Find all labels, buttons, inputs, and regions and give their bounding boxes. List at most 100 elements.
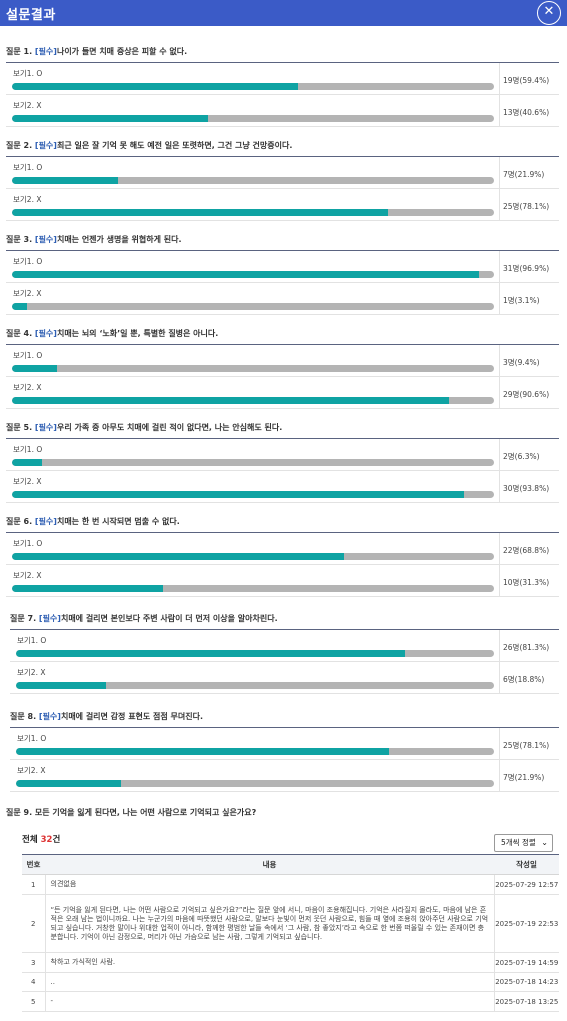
option-result: 25명(78.1%) — [503, 741, 550, 750]
question-number: 질문 6. — [6, 517, 35, 526]
option-label: 보기1. O — [13, 445, 43, 454]
option-result: 31명(96.9%) — [503, 264, 550, 273]
progress-fill — [12, 209, 389, 216]
option-row: 보기2. X 10명(31.3%) — [6, 565, 559, 597]
progress-fill — [16, 650, 405, 657]
column-divider — [499, 95, 500, 127]
question-title: 질문 1. [필수]나이가 들면 치매 증상은 피할 수 없다. — [6, 46, 187, 57]
progress-bar — [12, 115, 494, 122]
column-divider — [499, 251, 500, 283]
row-date: 2025-07-18 13:25 — [494, 991, 559, 1012]
progress-bar — [12, 459, 494, 466]
table-row: 1 의견없음 2025-07-29 12:57 — [22, 874, 559, 895]
question-number: 질문 3. — [6, 235, 35, 244]
option-label: 보기1. O — [13, 351, 43, 360]
question-title: 질문 3. [필수]치매는 언젠가 생명을 위협하게 된다. — [6, 234, 182, 245]
option-label: 보기2. X — [13, 101, 42, 110]
progress-bar — [16, 748, 494, 755]
option-row: 보기2. X 1명(3.1%) — [6, 283, 559, 315]
option-result: 10명(31.3%) — [503, 578, 550, 587]
option-result: 2명(6.3%) — [503, 452, 540, 461]
column-divider — [499, 283, 500, 315]
table-row: 2 “든 기억을 잃게 된다면, 나는 어떤 사람으로 기억되고 싶은가요?”라는… — [22, 894, 559, 953]
column-divider — [499, 533, 500, 565]
progress-bar — [12, 271, 494, 278]
required-badge: [필수] — [34, 517, 57, 526]
column-divider — [499, 728, 500, 760]
question-title: 질문 4. [필수]치매는 뇌의 ‘노화’일 뿐, 특별한 질병은 아니다. — [6, 328, 218, 339]
progress-bar — [12, 83, 494, 90]
required-badge: [필수] — [34, 235, 57, 244]
option-row: 보기2. X 13명(40.6%) — [6, 95, 559, 127]
question-title: 질문 7. [필수]치매에 걸리면 본인보다 주변 사람이 더 먼저 이상을 알… — [10, 613, 278, 624]
question-title: 질문 2. [필수]최근 일은 잘 기억 못 해도 예전 일은 또렷하면, 그건… — [6, 140, 292, 151]
column-header-no: 번호 — [22, 854, 45, 875]
close-button[interactable]: ✕ — [537, 1, 561, 25]
progress-fill — [12, 365, 58, 372]
option-table: 보기1. O 31명(96.9%) 보기2. X 1명(3.1%) — [6, 250, 559, 315]
option-row: 보기1. O 2명(6.3%) — [6, 439, 559, 471]
column-divider — [499, 345, 500, 377]
answers-table-header: 번호 내용 작성일 — [22, 854, 559, 875]
progress-fill — [12, 177, 118, 184]
option-table: 보기1. O 26명(81.3%) 보기2. X 6명(18.8%) — [10, 629, 559, 694]
close-icon: ✕ — [543, 4, 555, 19]
option-label: 보기2. X — [13, 477, 42, 486]
column-divider — [499, 63, 500, 95]
option-label: 보기2. X — [13, 195, 42, 204]
option-row: 보기1. O 25명(78.1%) — [10, 728, 559, 760]
option-table: 보기1. O 19명(59.4%) 보기2. X 13명(40.6%) — [6, 62, 559, 127]
question-text: 최근 일은 잘 기억 못 해도 예전 일은 또렷하면, 그건 그냥 건망증이다. — [56, 141, 293, 150]
required-badge: [필수] — [38, 614, 61, 623]
table-row: 5-2025-07-18 13:25 — [22, 991, 559, 1012]
progress-bar — [16, 780, 494, 787]
option-label: 보기1. O — [17, 636, 47, 645]
page-title: 설문결과 — [6, 8, 56, 23]
progress-fill — [12, 553, 344, 560]
column-divider — [499, 189, 500, 221]
total-count-value: 32 — [40, 835, 53, 845]
question-text: 치매에 걸리면 감정 표현도 점점 무뎌진다. — [60, 712, 204, 721]
option-row: 보기1. O 31명(96.9%) — [6, 251, 559, 283]
option-result: 3명(9.4%) — [503, 358, 540, 367]
option-row: 보기2. X 7명(21.9%) — [10, 760, 559, 792]
progress-fill — [12, 397, 449, 404]
option-result: 26명(81.3%) — [503, 643, 550, 652]
option-result: 29명(90.6%) — [503, 390, 550, 399]
progress-bar — [12, 553, 494, 560]
question-number: 질문 2. — [6, 141, 35, 150]
column-header-content: 내용 — [45, 854, 494, 875]
option-label: 보기1. O — [13, 257, 43, 266]
progress-bar — [12, 177, 494, 184]
option-label: 보기1. O — [13, 69, 43, 78]
question-number: 질문 7. — [10, 614, 39, 623]
row-content: - — [44, 991, 495, 1012]
option-label: 보기2. X — [13, 289, 42, 298]
total-suffix: 건 — [52, 835, 61, 845]
row-number: 5 — [22, 991, 45, 1012]
question-9-title: 질문 9. 모든 기억을 잃게 된다면, 나는 어떤 사람으로 기억되고 싶은가… — [6, 808, 257, 817]
progress-fill — [12, 459, 43, 466]
required-badge: [필수] — [34, 141, 57, 150]
progress-bar — [12, 365, 494, 372]
row-number: 1 — [22, 874, 45, 895]
question-text: 치매는 한 번 시작되면 멈출 수 없다. — [56, 517, 180, 526]
question-text: 치매에 걸리면 본인보다 주변 사람이 더 먼저 이상을 알아차린다. — [60, 614, 278, 623]
row-number: 4 — [22, 972, 45, 992]
row-date: 2025-07-29 12:57 — [494, 874, 559, 895]
progress-fill — [12, 115, 208, 122]
option-result: 1명(3.1%) — [503, 296, 540, 305]
option-result: 22명(68.8%) — [503, 546, 550, 555]
question-title: 질문 5. [필수]우리 가족 중 아무도 치매에 걸린 적이 없다면, 나는 … — [6, 422, 282, 433]
progress-fill — [12, 271, 480, 278]
total-prefix: 전체 — [22, 835, 41, 845]
required-badge: [필수] — [34, 423, 57, 432]
progress-bar — [12, 303, 494, 310]
question-text: 치매는 뇌의 ‘노화’일 뿐, 특별한 질병은 아니다. — [56, 329, 219, 338]
column-divider — [499, 565, 500, 597]
option-row: 보기1. O 19명(59.4%) — [6, 63, 559, 95]
column-divider — [499, 377, 500, 409]
sort-select[interactable]: 5개씩 정렬 ⌄ — [494, 834, 553, 852]
progress-fill — [16, 682, 106, 689]
question-number: 질문 8. — [10, 712, 39, 721]
